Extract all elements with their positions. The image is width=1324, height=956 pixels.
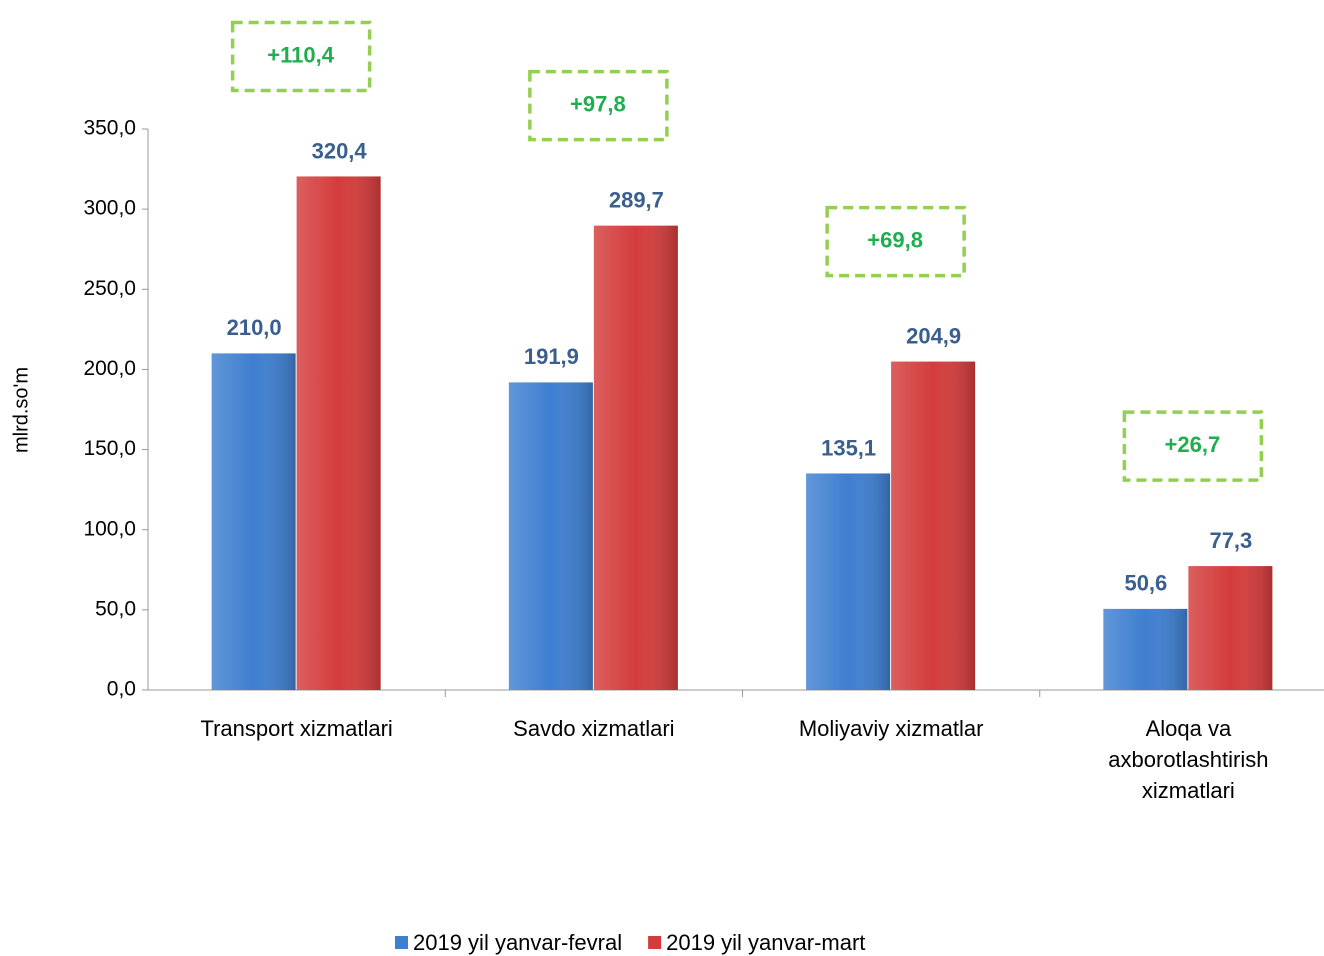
y-tick-label: 300,0 — [83, 197, 136, 220]
bar-shade — [1103, 608, 1188, 690]
y-tick-label: 150,0 — [83, 437, 136, 460]
legend-label: 2019 yil yanvar-mart — [666, 930, 865, 955]
bar-shade — [891, 361, 976, 690]
y-axis-label: mlrd.so'm — [10, 367, 32, 453]
x-tick-label: Aloqa va axborotlashtirish xizmatlari — [1108, 716, 1268, 803]
y-tick-label: 50,0 — [95, 597, 136, 620]
annotation-box — [1122, 410, 1264, 482]
annotation-box — [825, 205, 966, 278]
annotation: +26,7 — [1165, 432, 1221, 457]
value-label: 135,1 — [821, 435, 876, 460]
y-tick-label: 100,0 — [83, 517, 136, 540]
value-label: 210,0 — [227, 315, 282, 340]
bar-shade — [806, 473, 891, 690]
value-label: 77,3 — [1209, 528, 1252, 553]
value-label: 320,4 — [312, 138, 368, 163]
bar-shade — [296, 176, 381, 690]
bar-shade — [1188, 566, 1273, 690]
annotation: +97,8 — [570, 91, 626, 116]
x-tick-label: Moliyaviy xizmatlar — [799, 716, 984, 741]
bar-shade — [211, 353, 296, 690]
y-tick-label: 250,0 — [83, 277, 136, 300]
value-label: 289,7 — [609, 187, 664, 212]
annotation: +69,8 — [867, 227, 923, 252]
annotation-box — [528, 69, 669, 142]
value-label: 50,6 — [1124, 571, 1167, 596]
y-tick-label: 200,0 — [83, 357, 136, 380]
x-tick-label: Transport xizmatlari — [200, 716, 392, 741]
legend-label: 2019 yil yanvar-fevral — [413, 930, 622, 955]
y-tick-label: 350,0 — [83, 117, 136, 140]
annotation: +110,4 — [267, 42, 334, 67]
value-label: 191,9 — [524, 344, 579, 369]
y-tick-label: 0,0 — [107, 678, 136, 701]
legend-swatch — [648, 936, 662, 949]
legend-swatch — [395, 936, 408, 949]
x-tick-label: Savdo xizmatlari — [513, 716, 674, 741]
bar-shade — [508, 382, 593, 690]
bar-shade — [593, 225, 678, 690]
value-label: 204,9 — [906, 323, 961, 348]
annotation-box — [230, 20, 372, 93]
